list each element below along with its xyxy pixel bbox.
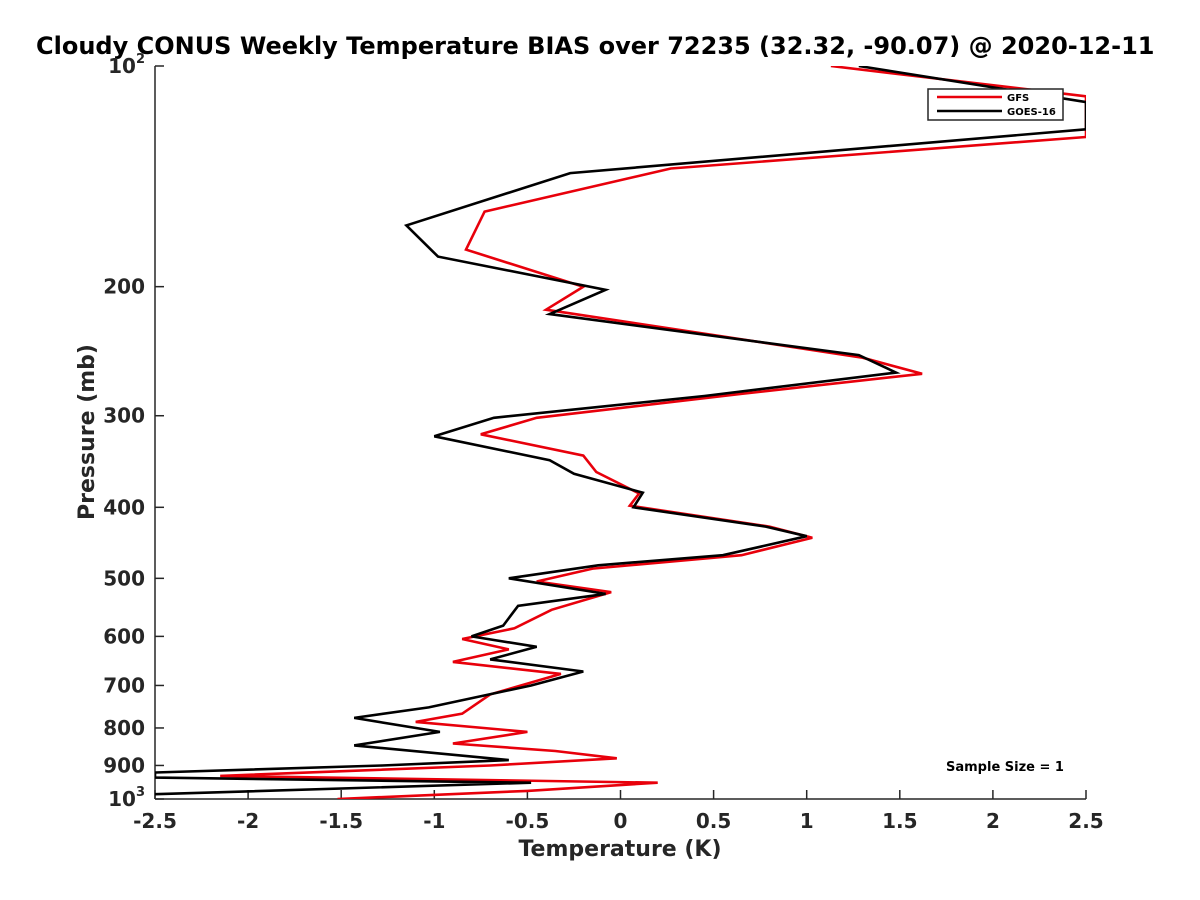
y-tick-label: 200: [103, 275, 145, 299]
x-tick-label: 1: [800, 809, 814, 833]
chart-title: Cloudy CONUS Weekly Temperature BIAS ove…: [36, 32, 1154, 60]
y-tick-label: 700: [103, 673, 145, 697]
y-tick-label: 300: [103, 404, 145, 428]
legend-label-goes16: GOES-16: [1007, 107, 1056, 118]
series-layer: [155, 66, 1086, 799]
y-tick-label: 500: [103, 566, 145, 590]
y-tick-label: 800: [103, 716, 145, 740]
x-tick-label: -2: [237, 809, 259, 833]
x-tick-label: -0.5: [506, 809, 550, 833]
y-tick-label: 102: [108, 52, 145, 78]
x-ticks: -2.5 -2 -1.5 -1 -0.5 0 0.5 1 1.5 2 2.5: [133, 790, 1104, 833]
legend: GFS GOES-16: [927, 88, 1064, 121]
x-tick-label: -2.5: [133, 809, 177, 833]
x-tick-label: 0.5: [696, 809, 731, 833]
x-tick-label: 1.5: [882, 809, 917, 833]
legend-box: [927, 88, 1064, 121]
y-tick-label: 600: [103, 624, 145, 648]
series-line-goes16: [155, 66, 1086, 796]
x-tick-label: 2: [986, 809, 1000, 833]
y-ticks: 102 200 300 400 500 600 700 800 900 103: [103, 52, 164, 811]
sample-size-annotation: Sample Size = 1: [946, 760, 1064, 775]
series-line-gfs: [220, 66, 1086, 799]
y-tick-label: 103: [108, 785, 145, 811]
x-axis-label: Temperature (K): [518, 837, 721, 862]
x-tick-label: 0: [614, 809, 628, 833]
x-tick-label: -1.5: [319, 809, 363, 833]
x-tick-label: -1: [423, 809, 445, 833]
y-tick-label: 900: [103, 753, 145, 777]
axes: [154, 66, 1086, 800]
x-tick-label: 2.5: [1068, 809, 1103, 833]
y-tick-label: 400: [103, 495, 145, 519]
y-axis-label: Pressure (mb): [75, 344, 100, 520]
legend-label-gfs: GFS: [1007, 93, 1029, 104]
